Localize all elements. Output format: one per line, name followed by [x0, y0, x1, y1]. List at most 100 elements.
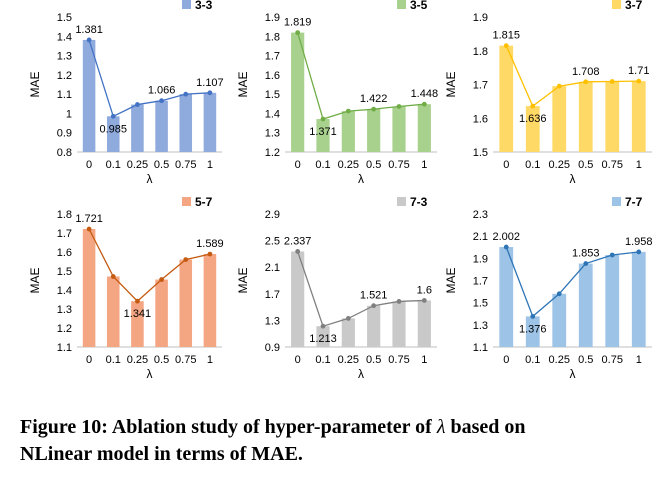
x-tick-label: 1 — [636, 159, 642, 171]
y-tick-label: 1.3 — [57, 304, 72, 316]
bar-0.1 — [316, 326, 330, 347]
data-label: 1.815 — [492, 30, 520, 42]
y-axis-title: MAE — [28, 267, 42, 293]
x-tick-label: 0.25 — [338, 159, 359, 171]
bar-1 — [203, 254, 217, 347]
y-tick-label: 1.9 — [265, 12, 280, 24]
data-label: 1.422 — [360, 93, 388, 105]
data-label: 1.819 — [284, 17, 312, 29]
bar-0.5 — [155, 100, 168, 152]
x-tick-label: 0.1 — [525, 354, 540, 366]
legend-swatch — [397, 197, 406, 206]
data-point — [110, 274, 116, 279]
x-tick-label: 0 — [503, 159, 509, 171]
x-tick-label: 0.1 — [315, 159, 330, 171]
caption-text-pre: Figure 10: Ablation study of hyper-param… — [20, 416, 432, 438]
data-point — [583, 261, 589, 266]
y-tick-label: 1 — [66, 108, 72, 120]
bar-0 — [499, 247, 514, 347]
chart-panel-7-3: 0.9 1.3 1.7 2.1 2.5 2.9 MAE 0 0.1 0.25 0.5 0.75 1 2.3… — [236, 195, 437, 381]
caption-lambda-symbol: λ — [436, 416, 446, 438]
bar-0.25 — [131, 301, 144, 347]
data-point — [320, 323, 326, 329]
bar-0.1 — [525, 106, 540, 152]
y-tick-label: 2.1 — [473, 231, 488, 243]
y-tick-label: 0.8 — [57, 147, 72, 159]
bar-0.25 — [552, 293, 567, 347]
bar-1 — [631, 81, 646, 152]
x-tick-label: 0.75 — [388, 354, 409, 366]
data-label: 1.376 — [519, 323, 547, 335]
legend-label: 3-3 — [195, 0, 213, 12]
data-point — [345, 108, 351, 114]
series-line — [297, 32, 425, 120]
x-tick-label: 0.1 — [106, 159, 121, 171]
bar-0.25 — [131, 104, 144, 152]
legend-swatch — [397, 0, 406, 9]
x-axis-title: λ — [570, 172, 576, 186]
data-point — [421, 298, 427, 303]
caption-line-2: NLinear model in terms of MAE. — [20, 443, 303, 465]
data-label: 1.107 — [196, 77, 224, 89]
x-axis-title: λ — [147, 367, 153, 381]
x-tick-label: 1 — [421, 159, 427, 171]
x-tick-label: 0.75 — [602, 354, 623, 366]
x-tick-label: 0.25 — [549, 354, 570, 366]
data-point — [295, 30, 301, 36]
legend-label: 3-5 — [410, 0, 428, 12]
bar-0.75 — [392, 106, 406, 152]
data-point — [345, 316, 351, 321]
data-label: 1.71 — [628, 65, 649, 77]
x-tick-label: 0.25 — [127, 354, 148, 366]
x-tick-label: 0 — [295, 354, 301, 366]
bar-1 — [631, 251, 646, 347]
y-tick-label: 2.3 — [473, 209, 488, 221]
series-line — [505, 246, 639, 318]
legend-swatch — [612, 197, 621, 206]
data-label: 0.985 — [99, 123, 127, 135]
x-axis-title: λ — [358, 367, 364, 381]
data-point — [371, 106, 377, 112]
bar-0.5 — [155, 279, 168, 347]
y-axis-title: MAE — [28, 71, 42, 97]
data-point — [421, 101, 427, 107]
y-tick-label: 2.1 — [265, 262, 280, 274]
data-point — [503, 43, 509, 49]
data-label: 1.371 — [309, 126, 337, 138]
x-tick-label: 1 — [636, 354, 642, 366]
x-tick-label: 0.5 — [366, 159, 381, 171]
x-tick-label: 0 — [503, 354, 509, 366]
x-tick-label: 0.1 — [525, 159, 540, 171]
data-point — [86, 37, 92, 43]
data-point — [396, 104, 402, 109]
data-point — [609, 79, 615, 84]
data-label: 1.636 — [519, 113, 547, 125]
y-axis-title: MAE — [236, 71, 250, 97]
x-tick-label: 0.5 — [578, 159, 593, 171]
y-tick-label: 1.8 — [473, 46, 488, 58]
y-tick-label: 1.8 — [57, 209, 72, 221]
x-tick-label: 1 — [421, 354, 427, 366]
y-tick-label: 1.9 — [473, 253, 488, 265]
data-point — [159, 98, 164, 104]
x-tick-label: 0.5 — [154, 354, 169, 366]
legend-swatch — [182, 0, 191, 9]
data-label: 2.337 — [284, 235, 312, 247]
caption-line-1: Figure 10: Ablation study of hyper-param… — [20, 414, 660, 441]
y-tick-label: 1.2 — [57, 70, 72, 82]
bar-0.25 — [552, 86, 567, 152]
x-tick-label: 0.25 — [549, 159, 570, 171]
bar-0 — [499, 45, 514, 152]
series-line — [88, 228, 211, 303]
x-tick-label: 0 — [86, 159, 92, 171]
data-label: 1.448 — [411, 88, 439, 100]
data-point — [207, 251, 213, 257]
y-tick-label: 1.3 — [57, 51, 72, 63]
x-axis-title: λ — [147, 172, 153, 186]
y-tick-label: 0.9 — [265, 342, 280, 354]
chart-panel-3-5: 1.2 1.3 1.4 1.5 1.6 1.7 1.8 1.9 MAE 0 0.1 0.25 0.5 0.… — [236, 0, 438, 186]
data-point — [530, 103, 536, 109]
figure-caption: Figure 10: Ablation study of hyper-param… — [20, 414, 660, 468]
legend-label: 7-3 — [410, 195, 428, 209]
y-tick-label: 1.7 — [473, 276, 488, 288]
